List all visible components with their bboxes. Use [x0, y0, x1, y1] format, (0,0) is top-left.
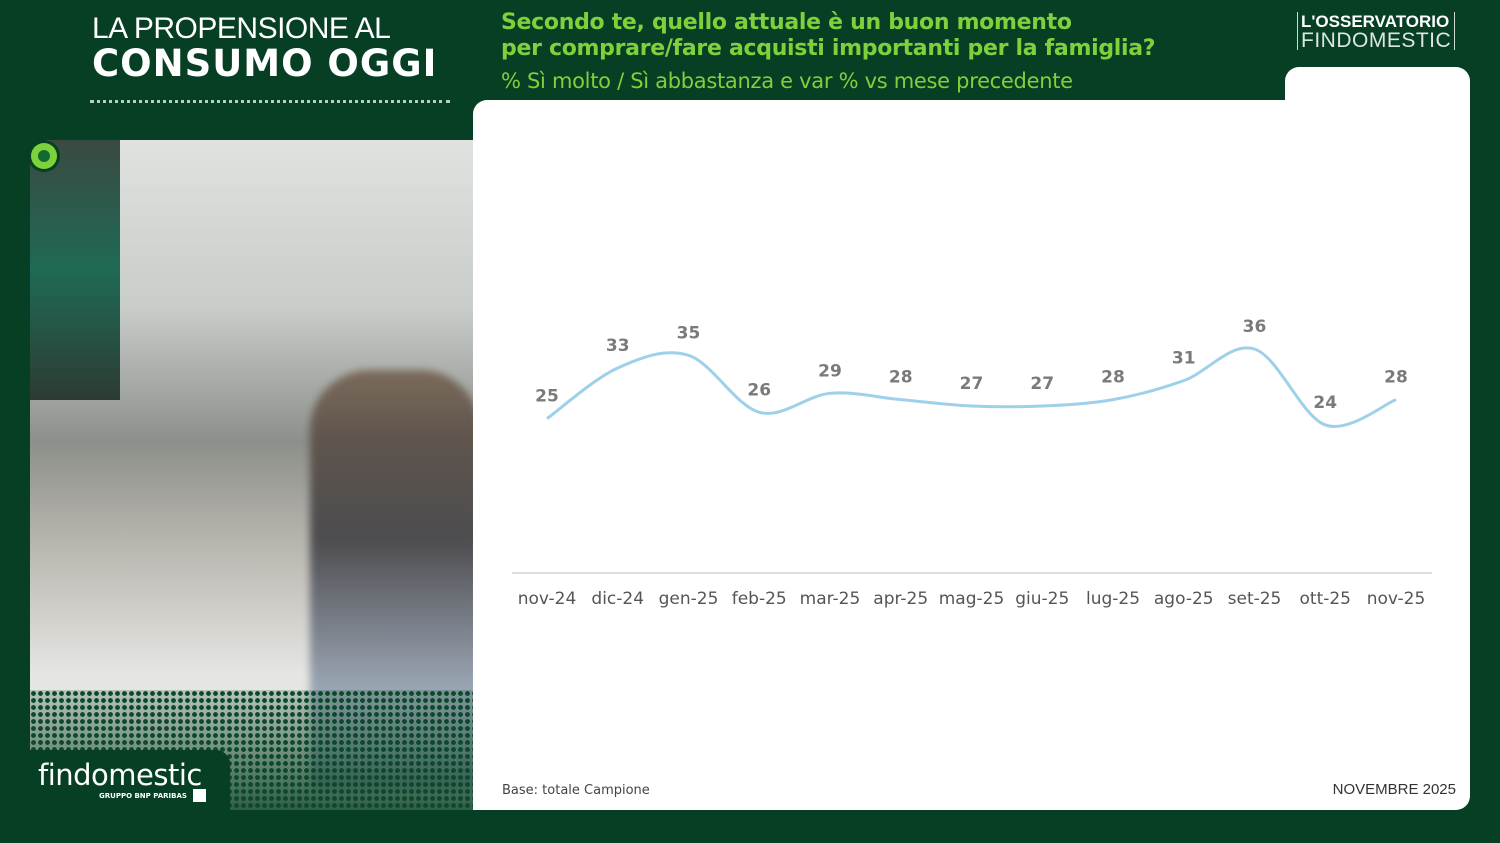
question-line2: per comprare/fare acquisti importanti pe…	[501, 36, 1156, 61]
x-tick-label: feb-25	[732, 589, 787, 609]
x-tick-label: dic-24	[591, 589, 644, 609]
data-label: 26	[747, 380, 771, 400]
data-label: 36	[1243, 317, 1267, 337]
page-title-line2: CONSUMO OGGI	[92, 42, 438, 85]
x-tick-label: mar-25	[800, 589, 861, 609]
data-label: 33	[606, 336, 630, 356]
x-tick-label: ago-25	[1154, 589, 1214, 609]
observatory-logo: L'OSSERVATORIO FINDOMESTIC	[1297, 12, 1456, 52]
data-label: 28	[1101, 368, 1125, 388]
x-tick-label: set-25	[1228, 589, 1282, 609]
findomestic-logo: findomestic	[38, 758, 202, 792]
bnp-paribas-icon	[193, 789, 206, 802]
x-tick-label: nov-25	[1367, 589, 1426, 609]
x-tick-label: mag-25	[939, 589, 1005, 609]
page-title-line1: LA PROPENSIONE AL	[92, 12, 391, 45]
eye-icon	[28, 140, 60, 172]
question: Secondo te, quello attuale è un buon mom…	[501, 10, 1156, 62]
series-line	[546, 346, 1397, 428]
data-label: 27	[1030, 374, 1054, 394]
observatory-line2: FINDOMESTIC	[1301, 29, 1452, 52]
dotted-divider	[90, 100, 450, 103]
chart-subtitle: % Sì molto / Sì abbastanza e var % vs me…	[501, 69, 1073, 93]
data-label: 27	[960, 374, 984, 394]
data-label: 31	[1172, 349, 1196, 369]
x-tick-label: ott-25	[1300, 589, 1352, 609]
data-label: 28	[889, 368, 913, 388]
data-label: 25	[535, 387, 559, 407]
observatory-line1: L'OSSERVATORIO	[1301, 12, 1450, 31]
x-tick-label: gen-25	[659, 589, 719, 609]
base-note: Base: totale Campione	[502, 783, 650, 798]
chart-panel	[473, 100, 1470, 810]
report-date: NOVEMBRE 2025	[1332, 781, 1456, 798]
data-label: 24	[1313, 393, 1337, 413]
x-tick-label: nov-24	[518, 589, 577, 609]
data-label: 29	[818, 361, 842, 381]
x-tick-label: apr-25	[873, 589, 928, 609]
data-label: 28	[1384, 368, 1408, 388]
photo-shop-window	[30, 140, 120, 400]
x-tick-label: lug-25	[1086, 589, 1140, 609]
question-line1: Secondo te, quello attuale è un buon mom…	[501, 10, 1072, 35]
data-label: 35	[677, 323, 701, 343]
x-tick-label: giu-25	[1015, 589, 1069, 609]
bnp-group-label: GRUPPO BNP PARIBAS	[99, 792, 187, 800]
